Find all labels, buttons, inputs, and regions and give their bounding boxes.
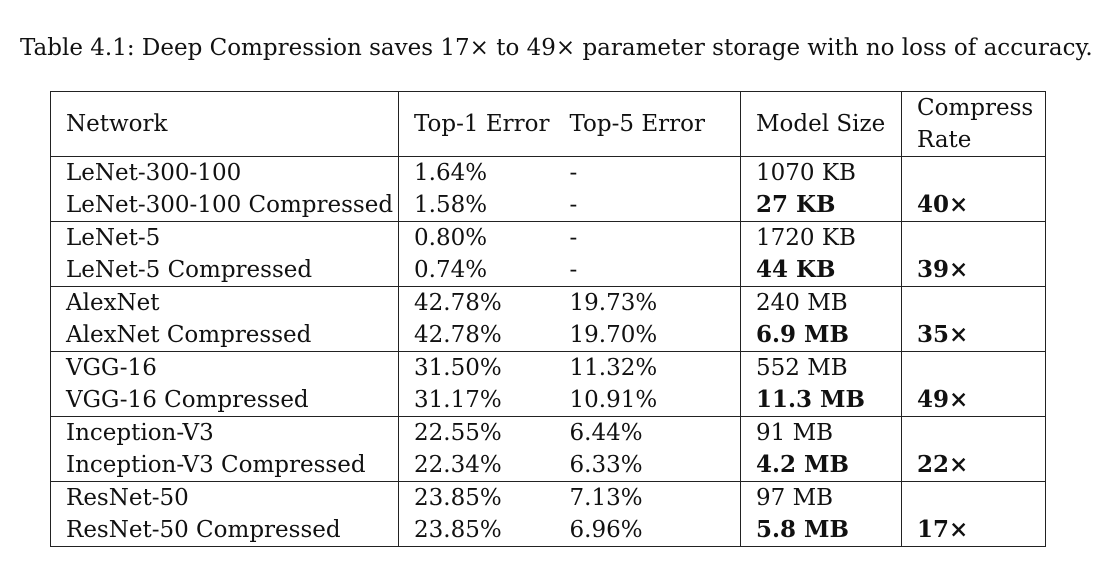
cell-top1-error: 1.64% xyxy=(414,160,488,186)
table-row: LeNet-5 Compressed 0.74% -44 KB 39× xyxy=(50,254,1046,287)
table-row: LeNet-300-100 1.64% -1070 KB xyxy=(50,156,1046,189)
table-body: LeNet-300-100 1.64% -1070 KB LeNet-300-100 … xyxy=(50,156,1046,547)
cell-top5-error: 19.70% xyxy=(569,319,741,352)
cell-top5-error: 10.91% xyxy=(569,384,741,417)
cell-model-size: 552 MB xyxy=(740,351,902,384)
cell-model-size-value: 44 KB xyxy=(756,256,836,283)
cell-top1-error: 23.85% xyxy=(414,485,502,511)
cell-compress-rate: 39× xyxy=(901,254,1046,287)
cell-compress-rate-value: 40× xyxy=(917,191,969,218)
cell-compress-rate-value: 39× xyxy=(917,256,969,283)
cell-top5-error: 7.13% xyxy=(569,481,741,514)
header-top5-error: Top-5 Error xyxy=(569,91,741,157)
cell-compress-rate xyxy=(901,351,1046,384)
header-compress-rate-line1: Compress xyxy=(917,95,1034,121)
header-model-size: Model Size xyxy=(740,91,902,157)
cell-compress-rate xyxy=(901,286,1046,319)
cell-top5-error: 6.44% xyxy=(569,416,741,449)
cell-top5-error: - xyxy=(569,156,741,189)
cell-top1-error: 23.85% xyxy=(414,517,502,543)
cell-compress-rate-value: 17× xyxy=(917,516,969,543)
table-row: VGG-16 31.50% 11.32% 552 MB xyxy=(50,351,1046,384)
cell-network: Inception-V3 Compressed xyxy=(50,449,399,482)
cell-network: LeNet-5 xyxy=(50,221,399,254)
cell-network: LeNet-300-100 xyxy=(50,156,399,189)
table-row: LeNet-300-100 Compressed 1.58% -27 KB 40× xyxy=(50,189,1046,222)
cell-model-size-value: 27 KB xyxy=(756,191,836,218)
cell-top1-error: 0.74% xyxy=(414,257,488,283)
cell-network: LeNet-5 Compressed xyxy=(50,254,399,287)
cell-compress-rate: 49× xyxy=(901,384,1046,417)
cell-compress-rate xyxy=(901,221,1046,254)
cell-top1-error: 22.34% xyxy=(414,452,502,478)
header-compress-rate: Compress Rate xyxy=(901,91,1046,157)
cell-compress-rate-value: 49× xyxy=(917,386,969,413)
cell-model-size: 6.9 MB xyxy=(740,319,902,352)
cell-model-size: 5.8 MB xyxy=(740,514,902,547)
cell-top1-error: 0.80% xyxy=(414,225,488,251)
table-row: AlexNet Compressed 42.78% 19.70% 6.9 MB 35× xyxy=(50,319,1046,352)
table-caption: Table 4.1: Deep Compression saves 17× to… xyxy=(20,35,1093,61)
cell-top1-error: 31.17% xyxy=(414,387,502,413)
cell-network: VGG-16 xyxy=(50,351,399,384)
cell-compress-rate-value: 35× xyxy=(917,321,969,348)
cell-model-size: 1070 KB xyxy=(740,156,902,189)
cell-network: AlexNet xyxy=(50,286,399,319)
cell-model-size: 44 KB xyxy=(740,254,902,287)
cell-model-size: 11.3 MB xyxy=(740,384,902,417)
table-header-row: Network Top-1 Error Top-5 Error Model Si… xyxy=(50,91,1046,157)
cell-model-size: 27 KB xyxy=(740,189,902,222)
cell-compress-rate: 35× xyxy=(901,319,1046,352)
header-network: Network xyxy=(50,91,399,157)
cell-compress-rate: 22× xyxy=(901,449,1046,482)
cell-top5-error: 19.73% xyxy=(569,286,741,319)
cell-network: ResNet-50 xyxy=(50,481,399,514)
table-row: Inception-V3 22.55% 6.44% 91 MB xyxy=(50,416,1046,449)
cell-network: LeNet-300-100 Compressed xyxy=(50,189,399,222)
table-row: LeNet-5 0.80% -1720 KB xyxy=(50,221,1046,254)
cell-compress-rate xyxy=(901,156,1046,189)
cell-top1-error: 22.55% xyxy=(414,420,502,446)
cell-model-size: 97 MB xyxy=(740,481,902,514)
cell-model-size-value: 4.2 MB xyxy=(756,451,849,478)
cell-model-size: 4.2 MB xyxy=(740,449,902,482)
cell-top1-error: 1.58% xyxy=(414,192,488,218)
cell-network: VGG-16 Compressed xyxy=(50,384,399,417)
cell-network: AlexNet Compressed xyxy=(50,319,399,352)
cell-model-size: 1720 KB xyxy=(740,221,902,254)
cell-top1-error: 42.78% xyxy=(414,290,502,316)
cell-compress-rate xyxy=(901,481,1046,514)
cell-network: ResNet-50 Compressed xyxy=(50,514,399,547)
cell-network: Inception-V3 xyxy=(50,416,399,449)
table-row: AlexNet 42.78% 19.73% 240 MB xyxy=(50,286,1046,319)
cell-compress-rate: 40× xyxy=(901,189,1046,222)
table-row: ResNet-50 23.85% 7.13% 97 MB xyxy=(50,481,1046,514)
table-row: ResNet-50 Compressed 23.85% 6.96% 5.8 MB 17× xyxy=(50,514,1046,547)
compression-results-table: Network Top-1 Error Top-5 Error Model Si… xyxy=(50,91,1046,547)
cell-compress-rate xyxy=(901,416,1046,449)
cell-model-size-value: 5.8 MB xyxy=(756,516,849,543)
cell-top1-error: 31.50% xyxy=(414,355,502,381)
table-row: Inception-V3 Compressed 22.34% 6.33% 4.2 MB… xyxy=(50,449,1046,482)
header-compress-rate-line2: Rate xyxy=(917,127,972,153)
cell-top5-error: 6.96% xyxy=(569,514,741,547)
cell-model-size-value: 6.9 MB xyxy=(756,321,849,348)
cell-model-size: 91 MB xyxy=(740,416,902,449)
table-row: VGG-16 Compressed 31.17% 10.91% 11.3 MB 49× xyxy=(50,384,1046,417)
cell-top5-error: 11.32% xyxy=(569,351,741,384)
cell-top1-error: 42.78% xyxy=(414,322,502,348)
cell-compress-rate-value: 22× xyxy=(917,451,969,478)
header-top1-error: Top-1 Error xyxy=(414,111,550,137)
cell-top5-error: 6.33% xyxy=(569,449,741,482)
cell-top5-error: - xyxy=(569,221,741,254)
cell-top5-error: - xyxy=(569,189,741,222)
cell-compress-rate: 17× xyxy=(901,514,1046,547)
cell-top5-error: - xyxy=(569,254,741,287)
cell-model-size: 240 MB xyxy=(740,286,902,319)
cell-model-size-value: 11.3 MB xyxy=(756,386,865,413)
